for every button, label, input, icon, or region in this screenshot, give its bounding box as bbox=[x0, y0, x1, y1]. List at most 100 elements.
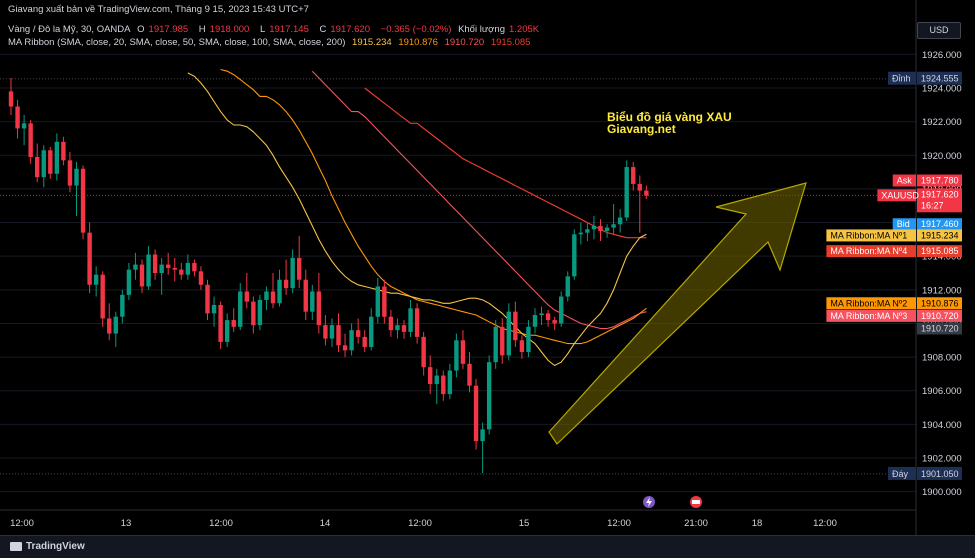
candle-body bbox=[408, 308, 413, 332]
ribbon-line: MA Ribbon (SMA, close, 20, SMA, close, 5… bbox=[8, 37, 534, 48]
price-tag bbox=[892, 218, 916, 231]
candle-body bbox=[159, 264, 164, 273]
candle-body bbox=[375, 286, 380, 317]
marker-tag bbox=[888, 466, 916, 480]
candle-body bbox=[513, 311, 518, 341]
trend-arrow bbox=[548, 182, 807, 445]
candle-body bbox=[349, 330, 354, 351]
lightning-glyph bbox=[646, 497, 652, 507]
candle-body bbox=[578, 232, 584, 235]
attribution-line: Giavang xuất bản về TradingView.com, Thá… bbox=[8, 4, 313, 15]
candle-body bbox=[539, 313, 544, 316]
candle-body bbox=[146, 254, 151, 287]
candle-body bbox=[591, 225, 597, 230]
price-countdown: 16:27 bbox=[921, 200, 944, 210]
candle-body bbox=[565, 276, 570, 297]
candle-body bbox=[624, 167, 629, 218]
x-tick-label: 13 bbox=[121, 518, 132, 529]
candle-body bbox=[382, 286, 387, 317]
candle-body bbox=[480, 429, 485, 442]
candle-body bbox=[467, 363, 472, 386]
y-tick-label: 1904.000 bbox=[922, 420, 962, 431]
price-tag-label: Ask bbox=[897, 176, 913, 186]
candle-body bbox=[604, 227, 610, 231]
symbol-line: Vàng / Đô la Mỹ, 30, OANDA O 1917.985 H 19… bbox=[8, 24, 543, 35]
y-tick-label: 1908.000 bbox=[922, 353, 962, 364]
price-value: 1917.780 bbox=[921, 176, 959, 186]
ribbon-value-3: 1910.720 bbox=[444, 37, 485, 48]
candle-body bbox=[74, 168, 79, 186]
candle-body bbox=[244, 291, 249, 302]
price-value: 1915.085 bbox=[921, 246, 959, 256]
marker-value: 1924.555 bbox=[921, 74, 959, 84]
marker-value-box bbox=[917, 71, 962, 85]
candle-body bbox=[336, 325, 341, 346]
candle-body bbox=[107, 318, 112, 334]
candle-body bbox=[329, 325, 335, 339]
price-tag bbox=[892, 174, 916, 187]
candle-body bbox=[21, 123, 27, 129]
price-value-box bbox=[917, 297, 962, 310]
candle-body bbox=[644, 190, 649, 196]
candle-body bbox=[572, 234, 577, 277]
price-value: 1910.876 bbox=[921, 298, 959, 308]
candle-body bbox=[67, 160, 73, 186]
candle-body bbox=[8, 91, 14, 107]
candle-body bbox=[395, 325, 400, 331]
y-tick-label: 1914.000 bbox=[922, 252, 962, 263]
y-tick-label: 1902.000 bbox=[922, 453, 962, 464]
x-tick-label: 12:00 bbox=[10, 518, 34, 529]
ribbon-value-2: 1910.876 bbox=[398, 37, 438, 48]
candle-body bbox=[139, 264, 145, 287]
candle-body bbox=[224, 320, 230, 342]
candle-body bbox=[369, 316, 374, 347]
candle-body bbox=[598, 225, 603, 231]
x-tick-label: 12:00 bbox=[209, 518, 233, 529]
candle-body bbox=[434, 375, 439, 384]
candle-layer bbox=[8, 77, 649, 474]
x-tick-label: 15 bbox=[519, 518, 530, 529]
ribbon-label[interactable]: MA Ribbon (SMA, close, 20, SMA, close, 5… bbox=[8, 37, 346, 48]
candle-body bbox=[133, 264, 138, 270]
candle-body bbox=[500, 326, 505, 356]
candle-body bbox=[113, 316, 118, 334]
candle-body bbox=[388, 316, 394, 331]
symbol-name[interactable]: Vàng / Đô la Mỹ, 30, OANDA bbox=[8, 24, 131, 35]
candle-body bbox=[198, 271, 204, 285]
y-tick-label: 1912.000 bbox=[922, 285, 962, 296]
candle-body bbox=[120, 294, 125, 317]
price-value: 1910.720 bbox=[921, 311, 959, 321]
y-tick-label: 1926.000 bbox=[922, 50, 962, 61]
price-tag bbox=[826, 297, 916, 310]
marker-value-box bbox=[917, 466, 962, 480]
candle-body bbox=[211, 304, 217, 314]
y-tick-label: 1922.000 bbox=[922, 117, 962, 128]
candle-body bbox=[218, 304, 223, 342]
price-value-box bbox=[917, 309, 962, 322]
candle-body bbox=[270, 291, 276, 304]
x-tick-label: 12:00 bbox=[607, 518, 631, 529]
candle-body bbox=[166, 264, 171, 268]
candle-body bbox=[493, 326, 498, 363]
ohlc-low: L 1917.145 bbox=[259, 24, 309, 35]
y-tick-label: 1924.000 bbox=[922, 84, 962, 95]
ma50-line bbox=[220, 68, 647, 345]
price-value-box bbox=[917, 174, 962, 187]
candle-body bbox=[532, 315, 538, 327]
candle-body bbox=[552, 320, 557, 324]
currency-button[interactable]: USD bbox=[917, 22, 961, 39]
candle-body bbox=[152, 254, 158, 273]
candle-body bbox=[526, 326, 531, 353]
price-value-box bbox=[917, 218, 962, 231]
candle-body bbox=[277, 279, 282, 304]
candle-body bbox=[323, 325, 328, 339]
tradingview-logo[interactable]: TradingView bbox=[10, 541, 85, 552]
candle-body bbox=[251, 301, 256, 326]
price-tag-label: MA Ribbon:MA Nº4 bbox=[830, 246, 907, 256]
y-tick-label: 1906.000 bbox=[922, 386, 962, 397]
candle-body bbox=[172, 267, 177, 270]
price-value: 1917.620 bbox=[921, 189, 959, 199]
candle-body bbox=[93, 274, 99, 285]
